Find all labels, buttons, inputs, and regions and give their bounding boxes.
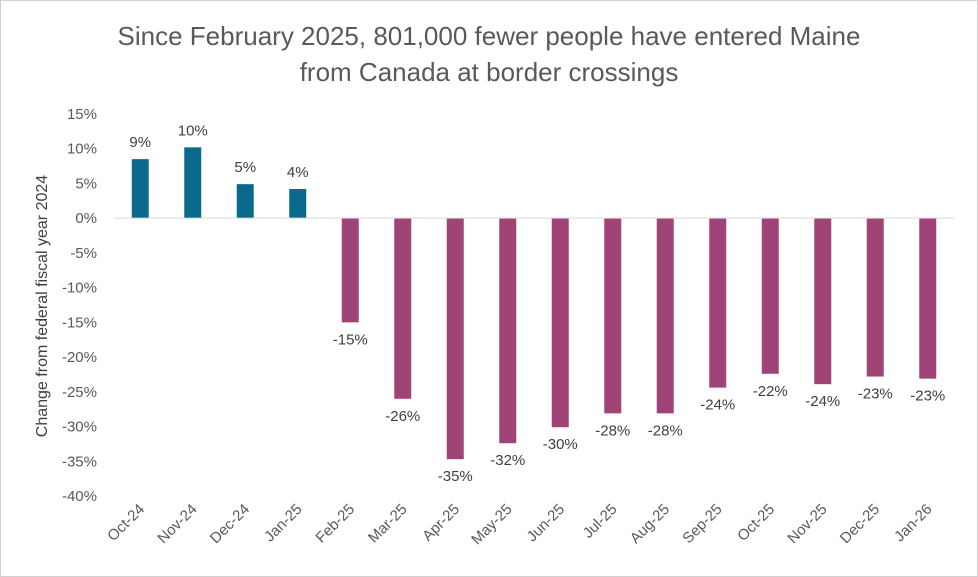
data-labels: 9% 10% 5% 4% -15% -26% -35% -32% -30% -28% -28% -24… bbox=[129, 122, 945, 485]
data-label: 9% bbox=[129, 134, 151, 151]
bar-jan-26 bbox=[919, 218, 937, 379]
data-label: -28% bbox=[595, 422, 630, 439]
data-label: -32% bbox=[490, 452, 525, 469]
x-tick-label: Jul-25 bbox=[580, 501, 621, 542]
x-tick-label: Jan-26 bbox=[891, 501, 935, 545]
y-tick-label: 0% bbox=[75, 210, 97, 227]
x-tick-label: Apr-25 bbox=[419, 501, 463, 545]
y-tick-label: 15% bbox=[67, 106, 97, 123]
x-tick-label: Nov-24 bbox=[154, 501, 200, 547]
data-label: -23% bbox=[910, 388, 945, 405]
y-tick-label: 5% bbox=[75, 175, 97, 192]
data-label: -24% bbox=[805, 393, 840, 410]
data-label: -28% bbox=[648, 422, 683, 439]
bars bbox=[131, 147, 937, 460]
y-tick-label: -25% bbox=[62, 384, 97, 401]
x-tick-label: Dec-25 bbox=[837, 501, 883, 547]
x-axis-ticks: Oct-24 Nov-24 Dec-24 Jan-25 Feb-25 Mar-25 Apr-… bbox=[104, 501, 935, 548]
bar-apr-25 bbox=[446, 218, 464, 460]
bar-jan-25 bbox=[289, 189, 307, 219]
y-tick-label: -35% bbox=[62, 453, 97, 470]
bar-feb-25 bbox=[341, 218, 359, 323]
bar-oct-24 bbox=[131, 159, 149, 219]
x-tick-label: Oct-25 bbox=[734, 501, 778, 545]
y-axis-title: Change from federal fiscal year 2024 bbox=[34, 175, 51, 437]
x-tick-label: Oct-24 bbox=[104, 501, 148, 545]
y-tick-label: -10% bbox=[62, 280, 97, 297]
data-label: 5% bbox=[234, 159, 256, 176]
bar-jul-25 bbox=[604, 218, 622, 414]
chart-title-line-2: from Canada at border crossings bbox=[300, 57, 679, 87]
y-tick-label: -15% bbox=[62, 314, 97, 331]
x-tick-label: Dec-24 bbox=[207, 501, 253, 547]
data-label: -23% bbox=[858, 386, 893, 403]
x-tick-label: Aug-25 bbox=[627, 501, 673, 547]
y-tick-label: -30% bbox=[62, 419, 97, 436]
y-tick-label: -5% bbox=[70, 245, 97, 262]
data-label: -35% bbox=[438, 468, 473, 485]
y-tick-label: -40% bbox=[62, 488, 97, 505]
data-label: -24% bbox=[700, 397, 735, 414]
x-tick-label: Nov-25 bbox=[784, 501, 830, 547]
data-label: -30% bbox=[543, 436, 578, 453]
y-tick-label: -20% bbox=[62, 349, 97, 366]
data-label: -26% bbox=[385, 408, 420, 425]
chart-title: Since February 2025, 801,000 fewer peopl… bbox=[118, 21, 861, 87]
bar-dec-24 bbox=[236, 184, 254, 219]
x-tick-label: Jun-25 bbox=[524, 501, 568, 545]
x-tick-label: May-25 bbox=[468, 501, 515, 548]
x-tick-label: Sep-25 bbox=[679, 501, 725, 547]
bar-nov-24 bbox=[184, 147, 202, 219]
bar-aug-25 bbox=[656, 218, 674, 414]
data-label: 10% bbox=[178, 122, 208, 139]
data-label: -15% bbox=[333, 331, 368, 348]
bar-jun-25 bbox=[551, 218, 569, 428]
y-axis-ticks: 15% 10% 5% 0% -5% -10% -15% -20% -25% -30% -35% -40… bbox=[62, 106, 97, 505]
bar-oct-25 bbox=[761, 218, 779, 374]
bar-nov-25 bbox=[814, 218, 832, 385]
bar-dec-25 bbox=[866, 218, 884, 377]
bar-sep-25 bbox=[709, 218, 727, 388]
x-tick-label: Mar-25 bbox=[365, 501, 411, 547]
bar-may-25 bbox=[499, 218, 517, 444]
chart-title-line-1: Since February 2025, 801,000 fewer peopl… bbox=[118, 21, 861, 51]
x-tick-label: Feb-25 bbox=[312, 501, 358, 547]
x-tick-label: Jan-25 bbox=[261, 501, 305, 545]
data-label: 4% bbox=[287, 164, 309, 181]
bar-mar-25 bbox=[394, 218, 412, 399]
y-tick-label: 10% bbox=[67, 141, 97, 158]
data-label: -22% bbox=[753, 383, 788, 400]
